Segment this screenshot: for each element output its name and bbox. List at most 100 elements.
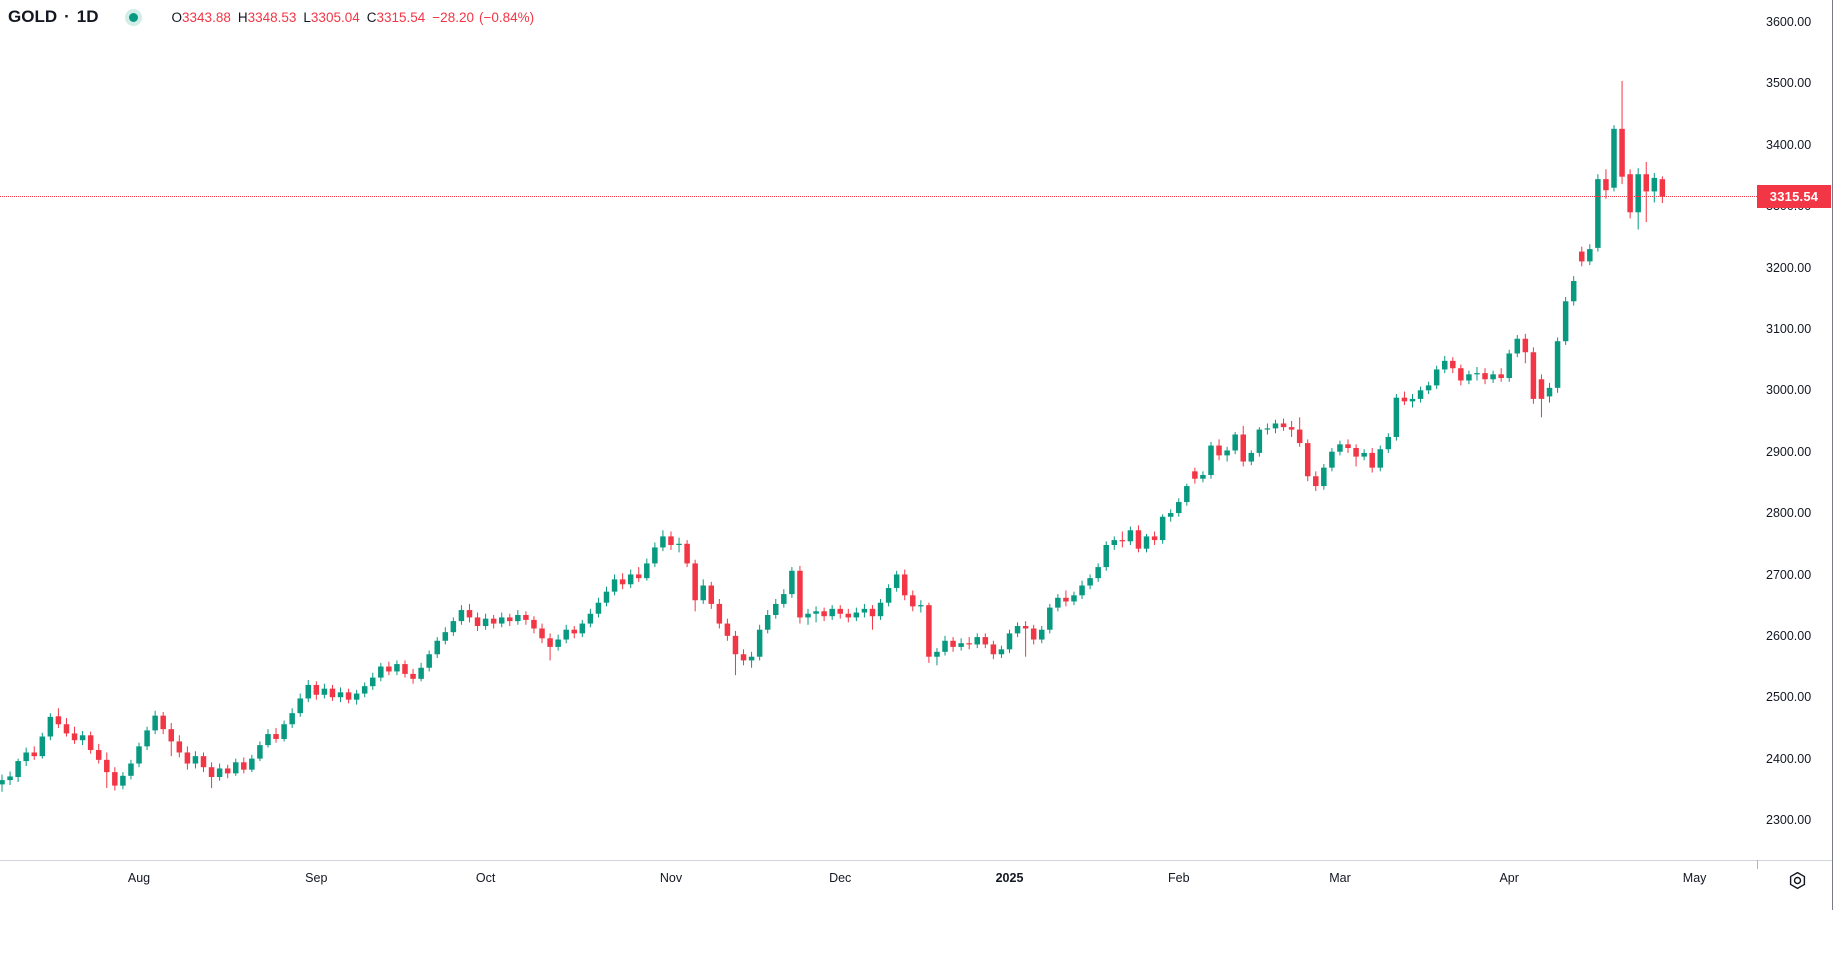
time-axis-label: Sep — [305, 871, 328, 885]
change-percent: (−0.84%) — [478, 9, 535, 25]
candle-body — [950, 640, 956, 647]
time-axis[interactable]: Aug Sep Oct Nov Dec 2025 Feb Mar Apr May — [0, 861, 1757, 901]
candle-body — [1184, 486, 1190, 503]
change-value: −28.20 — [432, 9, 474, 25]
candle-body — [71, 733, 78, 741]
symbol-title[interactable]: GOLD · 1D — [8, 7, 99, 27]
candle-body — [708, 585, 715, 604]
candle-body — [732, 635, 739, 655]
candle-body — [773, 603, 779, 615]
candle-body — [539, 628, 545, 639]
candle-body — [1619, 128, 1625, 177]
candle-body — [797, 570, 803, 618]
candle-body — [781, 594, 787, 604]
candle-body — [523, 614, 529, 620]
candle-body — [764, 614, 771, 630]
candle-body — [1546, 387, 1553, 397]
time-axis-label: Nov — [659, 871, 683, 885]
low-value: L3305.04 — [303, 9, 360, 25]
price-axis[interactable]: 3600.003500.003400.003300.003200.003100.… — [1757, 0, 1832, 860]
candle-body — [740, 654, 747, 661]
candle-body — [1579, 251, 1585, 262]
candle-body — [1611, 128, 1617, 188]
candle-body — [1337, 444, 1343, 452]
candle-body — [305, 684, 312, 699]
candle-body — [1530, 352, 1537, 399]
right-panel-border — [1832, 0, 1833, 910]
candle-body — [1216, 445, 1222, 456]
candle-body — [515, 614, 521, 622]
candle-body — [1055, 597, 1061, 608]
candle-body — [563, 629, 569, 640]
candle-body — [1047, 607, 1053, 630]
candle-body — [128, 763, 134, 776]
symbol-name: GOLD — [8, 7, 58, 26]
candle-body — [1127, 530, 1134, 542]
candle-body — [1167, 513, 1174, 517]
candle-body — [982, 637, 989, 645]
candle-body — [1329, 451, 1335, 468]
candle-body — [1570, 281, 1577, 302]
candle-body — [1603, 179, 1609, 191]
candle-body — [1135, 530, 1142, 549]
candle-body — [120, 775, 126, 786]
ohlc-readout: O3343.88 H3348.53 L3305.04 C3315.54 −28.… — [172, 10, 540, 25]
candle-body — [23, 752, 29, 762]
candle-body — [200, 756, 207, 768]
candle-body — [15, 761, 21, 778]
candle-body — [1280, 423, 1287, 428]
candle-body — [1087, 578, 1093, 586]
candle-body — [692, 563, 698, 601]
candle-body — [79, 735, 86, 741]
candle-body — [232, 762, 239, 774]
candle-body — [1562, 301, 1569, 342]
candle-wick — [549, 633, 551, 661]
market-status-icon[interactable] — [124, 8, 142, 26]
candle-body — [926, 605, 932, 657]
camera-button[interactable] — [1786, 869, 1808, 891]
candle-body — [208, 767, 215, 778]
time-axis-label: Apr — [1499, 871, 1519, 885]
candle-body — [611, 579, 618, 592]
candle-body — [482, 618, 489, 627]
candle-body — [1313, 476, 1319, 487]
candle-body — [1506, 353, 1512, 379]
chart-pane[interactable] — [0, 0, 1757, 860]
candle-body — [531, 619, 537, 629]
candle-body — [1030, 628, 1037, 640]
candle-body — [426, 654, 432, 668]
candle-body — [579, 623, 586, 634]
candle-body — [321, 688, 328, 695]
candle-body — [805, 613, 811, 618]
time-axis-label: Feb — [1168, 871, 1190, 885]
candle-body — [1409, 398, 1416, 402]
candle-body — [1643, 174, 1649, 192]
candle-body — [434, 640, 440, 655]
time-axis-label: Aug — [127, 871, 151, 885]
candle-body — [555, 639, 561, 647]
candle-body — [1063, 597, 1069, 602]
candle-body — [87, 735, 94, 751]
candle-body — [1441, 360, 1448, 370]
candle-body — [595, 602, 602, 614]
time-axis-border — [0, 860, 1832, 861]
candle-body — [281, 724, 287, 739]
candle-body — [861, 608, 868, 613]
candle-body — [813, 611, 819, 614]
candle-body — [257, 745, 263, 759]
candle-body — [0, 780, 5, 785]
candle-body — [934, 651, 940, 657]
candle-body — [458, 610, 465, 622]
interval-label[interactable]: 1D — [76, 7, 99, 26]
price-axis-label: 2500.00 — [1766, 690, 1812, 705]
candle-body — [1208, 445, 1214, 476]
candle-body — [1071, 595, 1077, 602]
candle-body — [152, 715, 158, 731]
market-open-dot-icon — [128, 12, 138, 22]
price-axis-label: 2700.00 — [1766, 567, 1812, 582]
candle-body — [1119, 540, 1126, 542]
candle-body — [265, 734, 271, 746]
candle-body — [297, 698, 303, 714]
candle-body — [644, 563, 650, 579]
